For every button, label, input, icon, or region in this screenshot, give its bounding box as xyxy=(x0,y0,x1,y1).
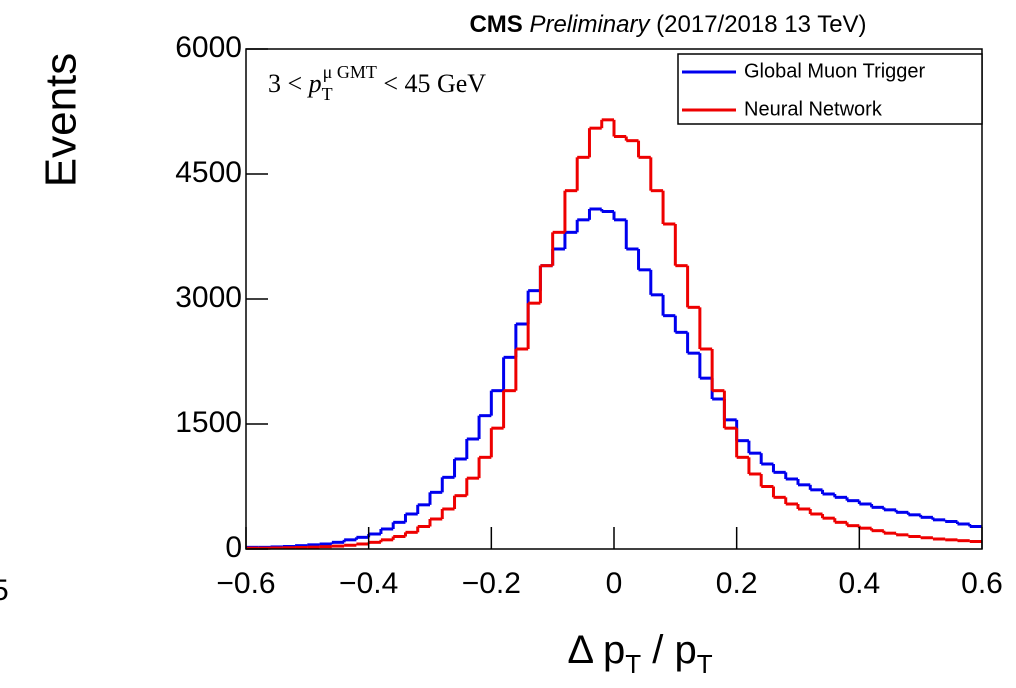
y-tick-label: 0 xyxy=(225,531,242,564)
annotation-part: μ GMT xyxy=(323,62,377,82)
title-experiment: CMS xyxy=(469,11,522,38)
title-conditions: (2017/2018 13 TeV) xyxy=(656,11,866,38)
legend-label: Global Muon Trigger xyxy=(744,60,926,82)
y-axis-label: Events xyxy=(37,53,86,188)
annotation-part: < 45 GeV xyxy=(377,69,486,98)
y-tick-label: 6000 xyxy=(175,31,242,64)
x-label-part: Δ p xyxy=(567,628,625,672)
x-tick-label: −0.2 xyxy=(462,567,521,600)
x-axis-label: Δ pT / pT xyxy=(567,628,712,679)
annotation: 3 < pTμ GMT < 45 GeV xyxy=(268,62,486,104)
stray-label: 5 xyxy=(0,574,9,607)
x-label-part: / p xyxy=(641,628,697,672)
annotation-part: p xyxy=(307,69,322,98)
legend-box xyxy=(677,53,983,125)
legend-label: Neural Network xyxy=(744,98,883,120)
x-tick-label: 0.6 xyxy=(961,567,1003,600)
y-tick-label: 3000 xyxy=(175,281,242,314)
x-tick-label: −0.4 xyxy=(339,567,398,600)
y-tick-label: 1500 xyxy=(175,406,242,439)
x-tick-label: 0 xyxy=(606,567,623,600)
title-status: Preliminary xyxy=(529,11,651,38)
x-label-part: T xyxy=(697,649,713,679)
y-tick-label: 4500 xyxy=(175,156,242,189)
annotation-part: 3 < xyxy=(268,69,309,98)
x-tick-label: 0.2 xyxy=(716,567,758,600)
chart-title: CMS Preliminary (2017/2018 13 TeV) xyxy=(469,11,866,38)
x-tick-label: −0.6 xyxy=(216,567,275,600)
annotation-part: T xyxy=(322,84,333,104)
x-label-part: T xyxy=(625,649,641,679)
x-tick-label: 0.4 xyxy=(838,567,880,600)
